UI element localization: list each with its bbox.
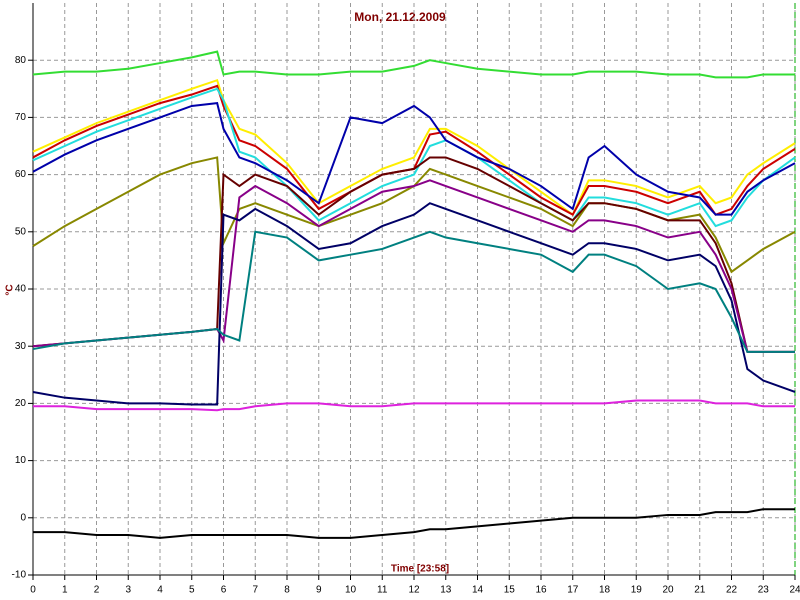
x-tick-label: 9 xyxy=(316,585,322,596)
y-tick-label: 50 xyxy=(15,226,27,237)
y-tick-label: 70 xyxy=(15,112,27,123)
x-tick-label: 6 xyxy=(221,585,227,596)
series-line xyxy=(33,508,795,539)
series-line xyxy=(32,50,795,79)
series-line xyxy=(32,84,796,216)
x-tick-label: 22 xyxy=(726,585,738,596)
y-tick-label: -10 xyxy=(12,570,27,581)
x-tick-label: 11 xyxy=(377,585,388,596)
x-tick-label: 5 xyxy=(189,585,195,596)
x-tick-label: 0 xyxy=(30,585,36,596)
y-tick-label: 60 xyxy=(15,169,27,180)
y-tick-label: 40 xyxy=(15,284,27,295)
x-tick-label: 24 xyxy=(789,585,800,596)
y-tick-label: 30 xyxy=(15,341,27,352)
series-line xyxy=(32,87,796,228)
x-tick-label: 14 xyxy=(472,585,484,596)
y-tick-label: 80 xyxy=(15,55,27,66)
x-tick-label: 1 xyxy=(62,585,68,596)
y-axis-label: °C xyxy=(5,284,16,295)
x-tick-label: 17 xyxy=(567,585,579,596)
x-tick-label: 4 xyxy=(157,585,163,596)
x-tick-label: 16 xyxy=(535,585,547,596)
series-line xyxy=(32,202,796,406)
x-tick-label: 18 xyxy=(599,585,611,596)
series-line xyxy=(32,102,796,216)
y-tick-label: 10 xyxy=(15,455,27,466)
x-tick-label: 10 xyxy=(345,585,357,596)
x-tick-label: 7 xyxy=(252,585,258,596)
x-tick-label: 21 xyxy=(694,585,706,596)
series-line xyxy=(32,230,795,353)
x-tick-label: 20 xyxy=(662,585,674,596)
y-tick-label: 20 xyxy=(15,398,27,409)
series-line xyxy=(32,78,796,217)
x-tick-label: 19 xyxy=(631,585,643,596)
x-axis-label: Time [23:58] xyxy=(391,564,449,575)
x-tick-label: 13 xyxy=(440,585,452,596)
series-line xyxy=(33,399,795,412)
x-tick-label: 23 xyxy=(758,585,770,596)
chart-title: Mon, 21.12.2009 xyxy=(354,10,446,24)
x-tick-label: 15 xyxy=(504,585,516,596)
x-tick-label: 2 xyxy=(94,585,100,596)
x-tick-label: 12 xyxy=(408,585,420,596)
y-tick-label: 0 xyxy=(20,512,26,523)
x-tick-label: 8 xyxy=(284,585,290,596)
series-line xyxy=(32,156,796,274)
x-tick-label: 3 xyxy=(125,585,131,596)
